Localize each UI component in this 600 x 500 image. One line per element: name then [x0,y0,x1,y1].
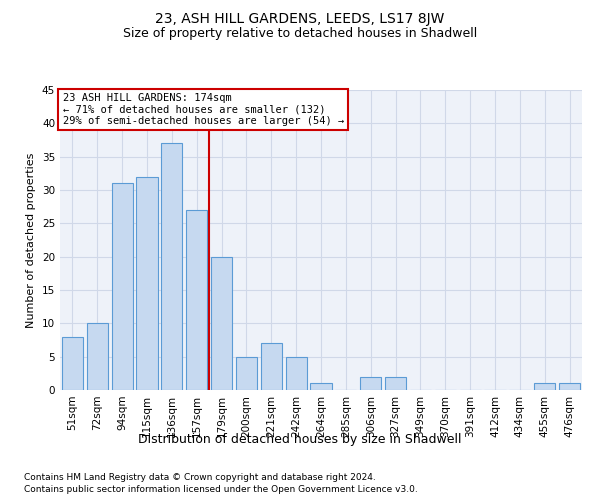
Bar [310,384,332,390]
Bar [87,324,108,390]
Bar [360,376,381,390]
Bar [286,356,307,390]
Text: Distribution of detached houses by size in Shadwell: Distribution of detached houses by size … [138,432,462,446]
Bar [261,344,282,390]
Bar [385,376,406,390]
Bar [186,210,207,390]
Text: 23, ASH HILL GARDENS, LEEDS, LS17 8JW: 23, ASH HILL GARDENS, LEEDS, LS17 8JW [155,12,445,26]
Text: 23 ASH HILL GARDENS: 174sqm
← 71% of detached houses are smaller (132)
29% of se: 23 ASH HILL GARDENS: 174sqm ← 71% of det… [62,93,344,126]
Bar [534,384,555,390]
Text: Contains HM Land Registry data © Crown copyright and database right 2024.: Contains HM Land Registry data © Crown c… [24,472,376,482]
Bar [136,176,158,390]
Bar [559,384,580,390]
Bar [211,256,232,390]
Bar [161,144,182,390]
Bar [62,336,83,390]
Bar [112,184,133,390]
Text: Size of property relative to detached houses in Shadwell: Size of property relative to detached ho… [123,28,477,40]
Bar [236,356,257,390]
Text: Contains public sector information licensed under the Open Government Licence v3: Contains public sector information licen… [24,485,418,494]
Y-axis label: Number of detached properties: Number of detached properties [26,152,37,328]
